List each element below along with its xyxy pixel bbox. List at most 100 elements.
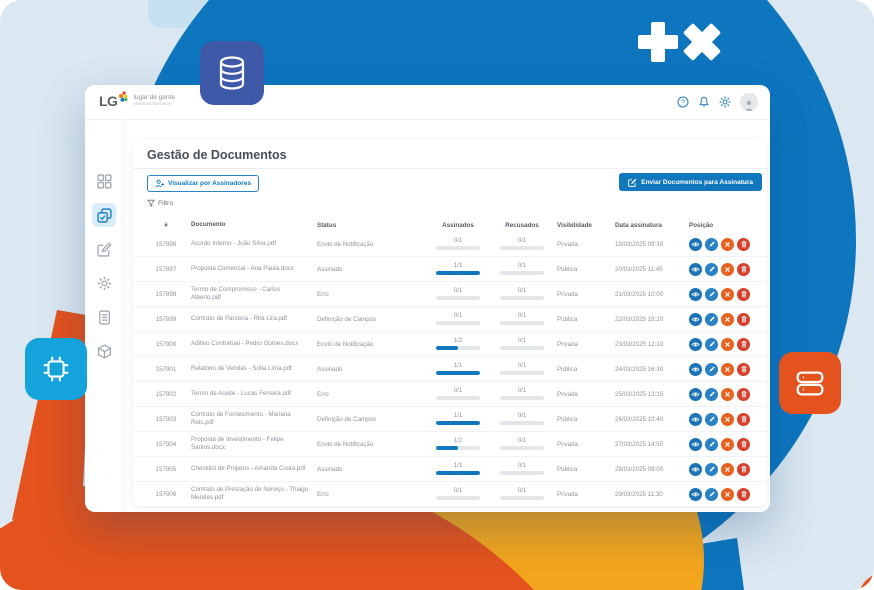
send-documents-button[interactable]: Enviar Documentos para Assinatura: [619, 173, 762, 191]
x-icon: [725, 241, 730, 247]
row-actions: [689, 357, 761, 381]
column-header-date: Data assinatura: [615, 221, 662, 229]
gear-icon[interactable]: [719, 96, 731, 108]
sidebar-item-documents[interactable]: [92, 203, 116, 227]
sidebar-item-packages[interactable]: [92, 339, 116, 363]
delete-button[interactable]: [737, 312, 750, 326]
edit-button[interactable]: [705, 387, 718, 401]
row-actions: [689, 457, 761, 481]
sidebar-item-edit[interactable]: [92, 237, 116, 261]
delete-button[interactable]: [737, 462, 750, 476]
edit-button[interactable]: [705, 312, 718, 326]
edit-button[interactable]: [705, 287, 718, 301]
edit-button[interactable]: [705, 437, 718, 451]
cancel-button[interactable]: [721, 362, 734, 376]
signed-count: 0/1: [453, 388, 463, 394]
cancel-button[interactable]: [721, 412, 734, 426]
cancel-button[interactable]: [721, 462, 734, 476]
help-icon[interactable]: ?: [677, 96, 689, 108]
signed-progress-bar: [436, 496, 480, 500]
table-row: 157899 Contrato de Parceria - Rita Lira.…: [133, 307, 767, 332]
delete-button[interactable]: [737, 287, 750, 301]
sidebar-item-dashboard[interactable]: [92, 169, 116, 193]
user-avatar[interactable]: [740, 93, 758, 111]
delete-button[interactable]: [737, 237, 750, 251]
view-button[interactable]: [689, 462, 702, 476]
pencil-icon: [709, 441, 715, 447]
app-sidebar: [85, 119, 124, 512]
edit-button[interactable]: [705, 412, 718, 426]
delete-button[interactable]: [737, 337, 750, 351]
cancel-button[interactable]: [721, 312, 734, 326]
signed-progress-bar: [436, 246, 480, 250]
table-header: # Documento Status Assinados Recusados V…: [133, 218, 767, 232]
view-button[interactable]: [689, 237, 702, 251]
delete-button[interactable]: [737, 412, 750, 426]
row-status: Definição de Campos: [317, 315, 377, 323]
view-button[interactable]: [689, 262, 702, 276]
cancel-button[interactable]: [721, 337, 734, 351]
row-document: Acordo Interno - João Silva.pdf: [191, 232, 309, 256]
document-name: Termo de Aceite - Lucas Ferreira.pdf: [191, 389, 292, 397]
eye-icon: [691, 317, 700, 321]
edit-button[interactable]: [705, 487, 718, 501]
view-button[interactable]: [689, 412, 702, 426]
edit-button[interactable]: [705, 362, 718, 376]
edit-button[interactable]: [705, 462, 718, 476]
row-date: 24/03/2025 16:30: [615, 365, 664, 373]
content-panel: Gestão de Documentos Visualizar por Assi…: [133, 140, 767, 506]
signed-count: 0/1: [453, 313, 463, 319]
filter-toggle[interactable]: Filtro: [147, 199, 173, 207]
view-button[interactable]: [689, 287, 702, 301]
x-icon: [725, 316, 730, 322]
row-document: Contrato de Parceria - Rita Lira.pdf: [191, 307, 309, 331]
orange-corner-shape: [859, 574, 874, 590]
refused-progress-bar: [500, 246, 544, 250]
row-signed: 1/1: [427, 357, 489, 381]
pencil-icon: [709, 466, 715, 472]
delete-button[interactable]: [737, 362, 750, 376]
column-header-signed: Assinados: [442, 221, 474, 229]
view-button[interactable]: [689, 487, 702, 501]
row-actions: [689, 382, 761, 406]
view-button[interactable]: [689, 387, 702, 401]
view-by-signers-button[interactable]: Visualizar por Assinadores: [147, 175, 260, 192]
edit-button[interactable]: [705, 337, 718, 351]
cancel-button[interactable]: [721, 262, 734, 276]
chip-tile: [25, 338, 87, 400]
cancel-button[interactable]: [721, 287, 734, 301]
bell-icon[interactable]: [698, 96, 710, 108]
sidebar-item-reports[interactable]: [92, 305, 116, 329]
signed-count: 1/1: [453, 263, 463, 269]
row-signed: 0/1: [427, 482, 489, 506]
refused-count: 0/1: [517, 338, 527, 344]
document-name: Proposta Comercial - Ana Paula.docx: [191, 264, 294, 272]
delete-button[interactable]: [737, 387, 750, 401]
signed-count: 0/1: [453, 288, 463, 294]
view-button[interactable]: [689, 337, 702, 351]
refused-progress-bar: [500, 421, 544, 425]
refused-progress-bar: [500, 496, 544, 500]
delete-button[interactable]: [737, 487, 750, 501]
edit-button[interactable]: [705, 262, 718, 276]
cancel-button[interactable]: [721, 487, 734, 501]
view-button[interactable]: [689, 312, 702, 326]
cancel-button[interactable]: [721, 387, 734, 401]
row-id: 157899: [155, 315, 177, 323]
cancel-button[interactable]: [721, 437, 734, 451]
row-document: Proposta de Investimento - Felipe Santos…: [191, 432, 309, 456]
refused-count: 0/1: [517, 313, 527, 319]
view-button[interactable]: [689, 437, 702, 451]
signed-count: 1/1: [453, 463, 463, 469]
delete-button[interactable]: [737, 262, 750, 276]
cancel-button[interactable]: [721, 237, 734, 251]
signed-progress-bar: [436, 296, 480, 300]
sidebar-item-settings[interactable]: [92, 271, 116, 295]
document-name: Proposta de Investimento - Felipe Santos…: [191, 435, 284, 451]
view-button[interactable]: [689, 362, 702, 376]
edit-button[interactable]: [705, 237, 718, 251]
table-row: 157898 Termo de Compromisso - Carlos Alb…: [133, 282, 767, 307]
eye-icon: [691, 467, 700, 471]
delete-button[interactable]: [737, 437, 750, 451]
row-document: Termo de Compromisso - Carlos Alberto.pd…: [191, 282, 309, 306]
